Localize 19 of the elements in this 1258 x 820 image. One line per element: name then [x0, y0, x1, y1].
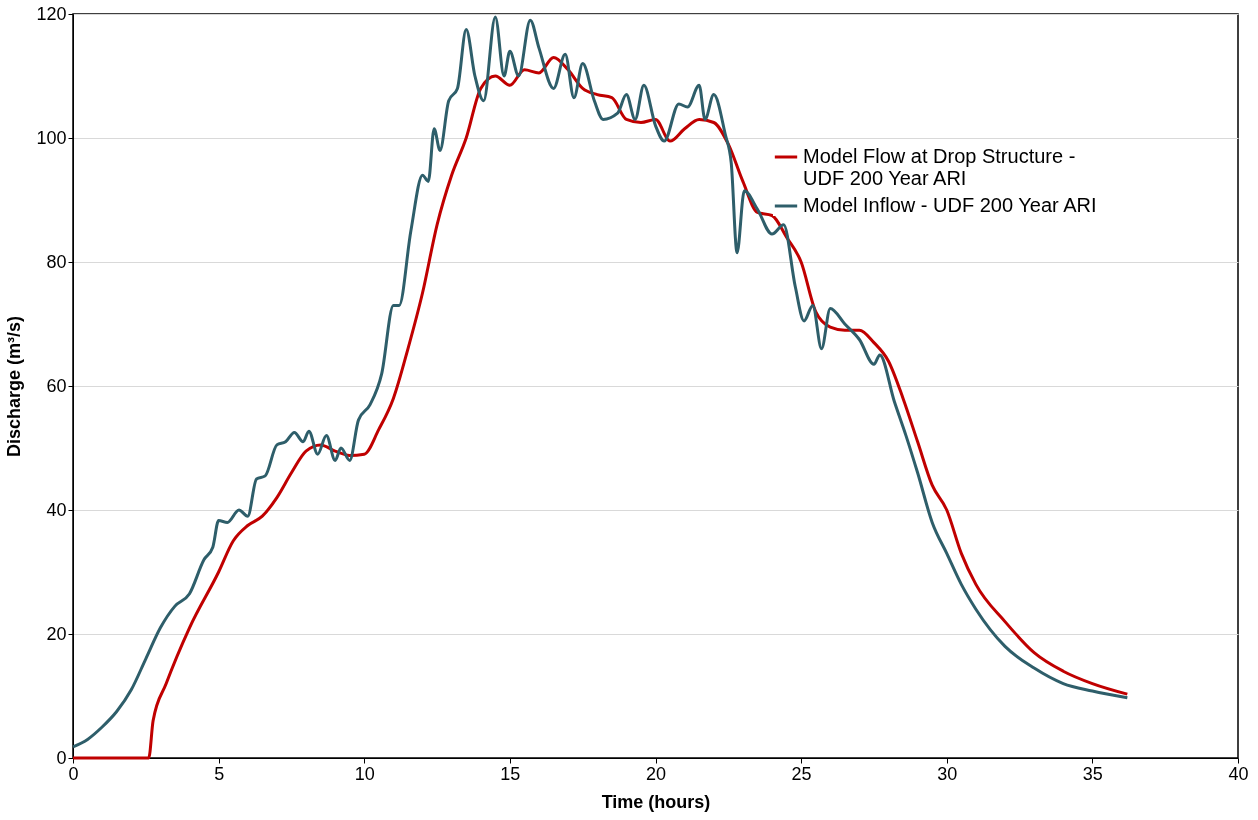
y-tick-label: 0	[56, 747, 67, 768]
x-tick-label: 25	[791, 763, 812, 784]
x-tick-label: 35	[1082, 763, 1103, 784]
legend-label: Model Flow at Drop Structure - UDF 200 Year ARI	[803, 145, 1076, 189]
y-tick-label: 120	[36, 3, 67, 24]
x-axis-title: Time (hours)	[601, 791, 711, 812]
x-tick-label: 15	[500, 763, 521, 784]
x-tick-label: 40	[1228, 763, 1249, 784]
x-tick-label: 30	[937, 763, 958, 784]
y-tick-label: 100	[36, 127, 67, 148]
y-tick-label: 20	[46, 623, 67, 644]
y-axis-title: Discharge (m³/s)	[4, 315, 25, 458]
y-tick-label: 80	[46, 251, 67, 272]
x-tick-label: 5	[214, 763, 225, 784]
legend-label: Model Inflow - UDF 200 Year ARI	[803, 194, 1097, 216]
x-tick-label: 10	[354, 763, 375, 784]
x-tick-label: 20	[645, 763, 667, 784]
y-tick-label: 40	[46, 499, 67, 520]
y-tick-label: 60	[46, 375, 67, 396]
